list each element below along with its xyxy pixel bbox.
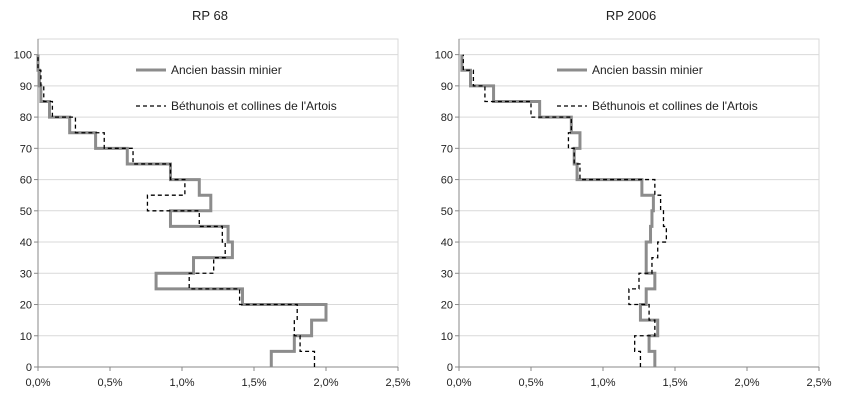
chart-svg-rp68: 0 10 20 30 40 50 60 70 80 90 100 0,0% 0,5% 1,0% 1,5% 2,…: [14, 38, 411, 389]
x-tick-label: 1,5%: [662, 377, 687, 389]
y-tick-label: 10: [441, 331, 453, 343]
chart-rp68: RP 68 0 10 20 30 40 50 60 70 80 90 100 0,0% 0,5% 1,0%…: [0, 0, 420, 394]
y-tick-label: 70: [441, 143, 453, 155]
legend-label: Ancien bassin minier: [592, 63, 703, 77]
y-tick-label: 40: [441, 237, 453, 249]
series-line: [462, 54, 668, 367]
y-tick-label: 0: [26, 362, 32, 374]
series-line: [37, 54, 316, 367]
x-tick-label: 0,5%: [97, 377, 122, 389]
chart-rp2006: RP 2006 0 10 20 30 40 50 60 70 80 90 100 0,0% 0,5% 1,…: [421, 0, 841, 394]
x-tick-label: 1,5%: [241, 377, 266, 389]
y-tick-label: 20: [20, 300, 32, 312]
y-tick-label: 50: [20, 206, 32, 218]
x-tick-label: 2,0%: [313, 377, 338, 389]
legend-label: Béthunois et collines de l'Artois: [171, 99, 337, 113]
chart-svg-rp2006: 0 10 20 30 40 50 60 70 80 90 100 0,0% 0,5% 1,0% 1,5% 2,…: [435, 38, 832, 389]
legend-label: Ancien bassin minier: [171, 63, 282, 77]
x-tick-label: 2,5%: [385, 377, 410, 389]
y-tick-label: 90: [441, 81, 453, 93]
y-tick-label: 10: [20, 331, 32, 343]
x-tick-label: 1,0%: [590, 377, 615, 389]
x-tick-label: 2,5%: [806, 377, 831, 389]
y-tick-label: 20: [441, 300, 453, 312]
y-tick-label: 70: [20, 143, 32, 155]
series-line: [460, 54, 660, 367]
legend-label: Béthunois et collines de l'Artois: [592, 99, 758, 113]
x-tick-label: 0,0%: [25, 377, 50, 389]
y-tick-label: 80: [20, 112, 32, 124]
y-tick-label: 0: [447, 362, 453, 374]
chart-title: RP 68: [192, 8, 228, 23]
y-tick-label: 90: [20, 81, 32, 93]
y-tick-label: 60: [441, 175, 453, 187]
x-tick-label: 0,0%: [446, 377, 471, 389]
x-tick-label: 1,0%: [169, 377, 194, 389]
y-tick-label: 40: [20, 237, 32, 249]
y-tick-label: 60: [20, 175, 32, 187]
x-tick-label: 0,5%: [518, 377, 543, 389]
y-tick-label: 100: [435, 50, 453, 62]
chart-title: RP 2006: [605, 8, 657, 23]
y-tick-label: 50: [441, 206, 453, 218]
y-tick-label: 30: [441, 268, 453, 280]
x-tick-label: 2,0%: [734, 377, 759, 389]
y-tick-label: 80: [441, 112, 453, 124]
plot-frame: [37, 38, 399, 368]
y-tick-label: 30: [20, 268, 32, 280]
y-tick-label: 100: [14, 50, 32, 62]
